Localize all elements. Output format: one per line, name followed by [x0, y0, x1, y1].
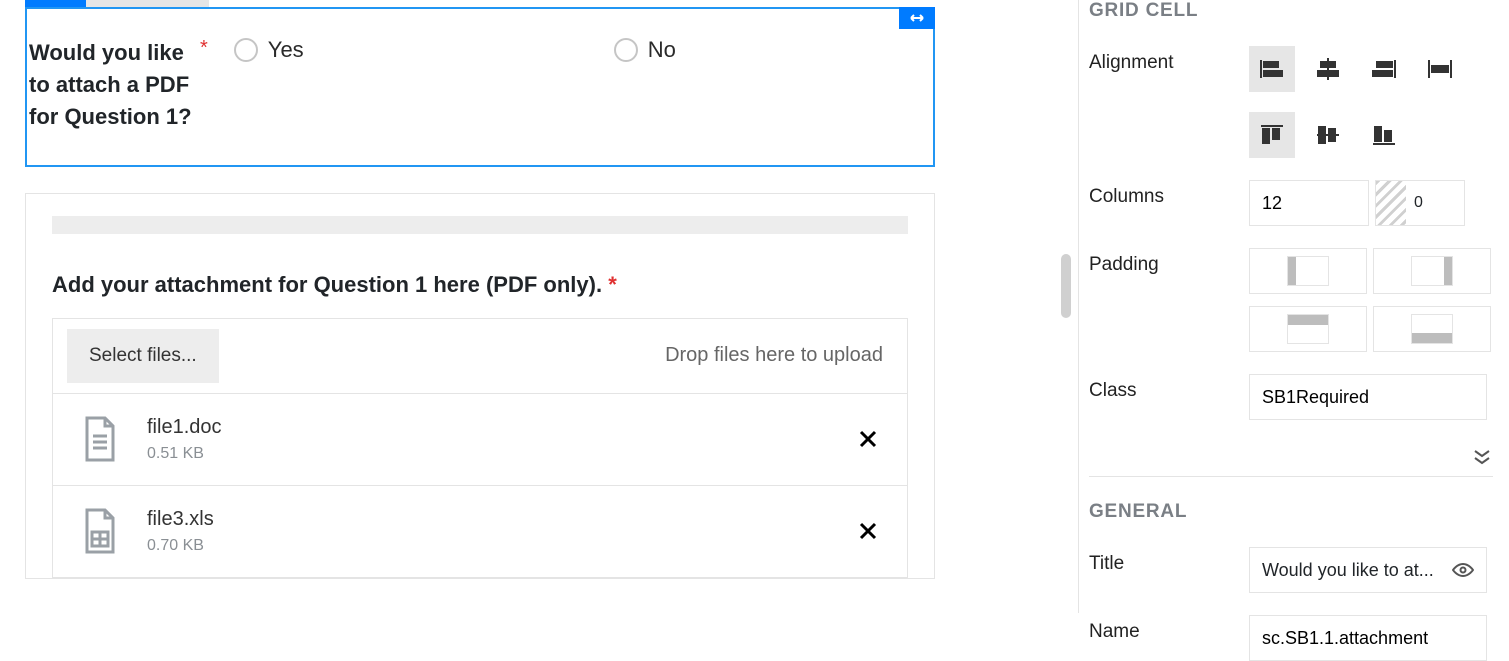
align-middle-icon[interactable] — [1305, 112, 1351, 158]
attachment-title: Add your attachment for Question 1 here … — [52, 272, 908, 298]
section-divider — [1089, 476, 1493, 477]
file-row: file3.xls 0.70 KB — [53, 486, 907, 577]
radio-no[interactable]: No — [614, 37, 676, 63]
label-columns: Columns — [1089, 180, 1249, 208]
align-center-h-icon[interactable] — [1305, 46, 1351, 92]
required-marker: * — [200, 37, 208, 133]
eye-icon[interactable] — [1452, 563, 1474, 577]
class-input[interactable] — [1249, 374, 1487, 420]
label-alignment: Alignment — [1089, 46, 1249, 74]
property-panel: GRID CELL Alignment — [1078, 0, 1509, 613]
padding-bottom-input[interactable] — [1373, 306, 1491, 352]
file-row: file1.doc 0.51 KB — [53, 394, 907, 486]
align-bottom-icon[interactable] — [1361, 112, 1407, 158]
remove-file-icon[interactable] — [857, 428, 879, 450]
align-top-icon[interactable] — [1249, 112, 1295, 158]
document-icon — [81, 416, 119, 462]
question-block[interactable]: Would you like to attach a PDF for Quest… — [25, 7, 935, 167]
spreadsheet-icon — [81, 508, 119, 554]
resize-handle-icon[interactable] — [899, 7, 935, 29]
file-name: file3.xls — [147, 508, 829, 531]
file-size: 0.70 KB — [147, 537, 829, 555]
align-right-icon[interactable] — [1361, 46, 1407, 92]
scrollbar-thumb[interactable] — [1061, 254, 1071, 318]
label-name: Name — [1089, 615, 1249, 643]
title-input[interactable]: Would you like to at... — [1249, 547, 1487, 593]
radio-yes-label: Yes — [268, 37, 304, 63]
column-offset-input[interactable]: 0 — [1375, 180, 1465, 226]
align-stretch-h-icon[interactable] — [1417, 46, 1463, 92]
section-header-gridcell: GRID CELL — [1089, 0, 1493, 22]
padding-left-input[interactable] — [1249, 248, 1367, 294]
drop-files-hint: Drop files here to upload — [665, 344, 883, 367]
align-left-icon[interactable] — [1249, 46, 1295, 92]
padding-top-input[interactable] — [1249, 306, 1367, 352]
file-name: file1.doc — [147, 416, 829, 439]
collapse-section-icon[interactable] — [1089, 442, 1493, 476]
name-input[interactable] — [1249, 615, 1487, 661]
attachment-card[interactable]: Add your attachment for Question 1 here … — [25, 193, 935, 579]
card-placeholder-bar — [52, 216, 908, 234]
question-label: Would you like to attach a PDF for Quest… — [29, 37, 194, 133]
label-padding: Padding — [1089, 248, 1249, 276]
label-class: Class — [1089, 374, 1249, 402]
block-tabs[interactable] — [25, 0, 209, 7]
padding-right-input[interactable] — [1373, 248, 1491, 294]
label-title: Title — [1089, 547, 1249, 575]
file-size: 0.51 KB — [147, 445, 829, 463]
radio-yes[interactable]: Yes — [234, 37, 304, 63]
columns-input[interactable] — [1249, 180, 1369, 226]
section-header-general: GENERAL — [1089, 501, 1493, 523]
remove-file-icon[interactable] — [857, 520, 879, 542]
upload-box: Select files... Drop files here to uploa… — [52, 318, 908, 578]
radio-no-label: No — [648, 37, 676, 63]
select-files-button[interactable]: Select files... — [67, 329, 219, 383]
